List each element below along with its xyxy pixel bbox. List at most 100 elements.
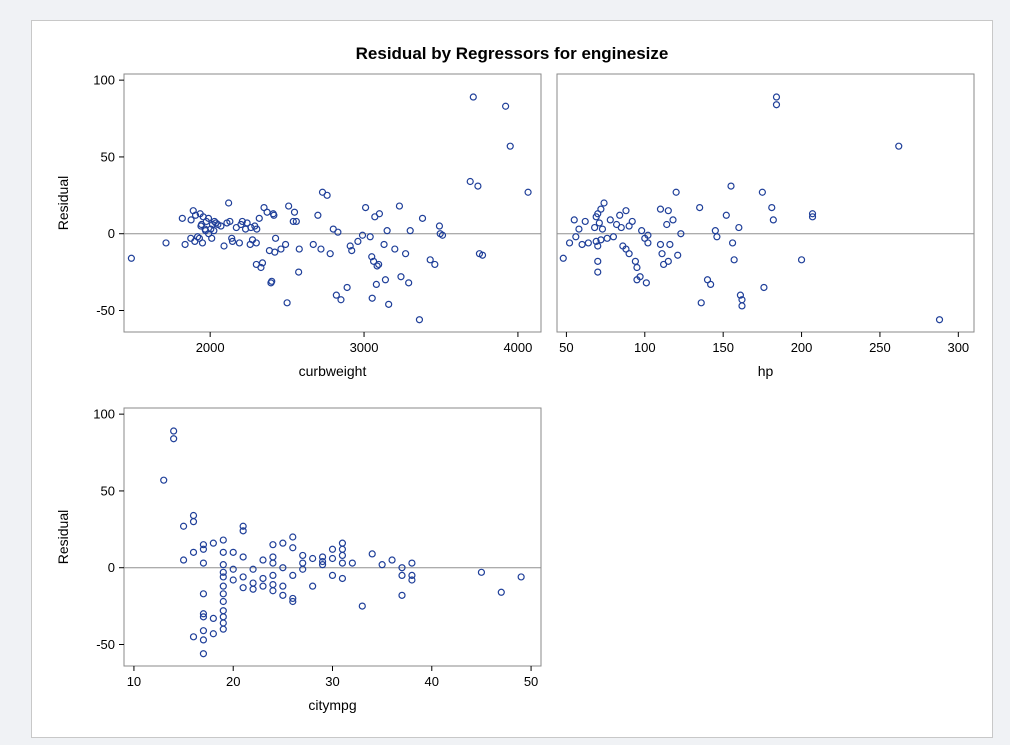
scatter-point <box>502 102 510 110</box>
scatter-point <box>474 182 482 190</box>
chart-title: Residual by Regressors for enginesize <box>356 44 669 63</box>
scatter-point <box>769 216 777 224</box>
scatter-point <box>594 257 602 265</box>
scatter-point <box>383 227 391 235</box>
scatter-point <box>674 251 682 259</box>
scatter-point <box>797 256 806 264</box>
scatter-point <box>378 561 386 569</box>
scatter-point <box>595 219 603 227</box>
panel-3: 10 20 30 40 50 -50 0 50 100 citympg Residual <box>55 407 542 713</box>
scatter-point <box>713 233 721 241</box>
scatter-point <box>277 245 285 253</box>
scatter-point <box>435 222 444 230</box>
scatter-point <box>271 234 280 242</box>
scatter-point <box>226 217 234 226</box>
scatter-point <box>238 217 246 226</box>
scatter-point <box>219 597 227 606</box>
scatter-point <box>343 283 351 292</box>
scatter-point <box>466 177 474 186</box>
scatter-point <box>338 545 347 553</box>
scatter-point <box>229 548 237 556</box>
scatter-point <box>735 223 743 232</box>
scatter-point <box>328 571 337 579</box>
scatter-point <box>295 268 303 276</box>
scatter-point <box>935 316 944 324</box>
plot-frame <box>123 407 542 667</box>
scatter-point <box>332 291 340 299</box>
scatter-point <box>628 217 636 226</box>
scatter-point <box>738 302 746 310</box>
scatter-point <box>198 239 207 247</box>
plot-frame <box>556 73 975 333</box>
scatter-point <box>669 216 677 224</box>
scatter-point <box>209 630 217 638</box>
scatter-point <box>162 239 170 247</box>
scatter-point <box>644 239 652 247</box>
scatter-point <box>328 545 337 553</box>
scatter-point <box>269 559 277 567</box>
scatter-point <box>229 565 237 573</box>
scatter-point <box>219 536 227 544</box>
scatter-point <box>289 217 297 226</box>
scatter-point <box>338 539 347 547</box>
x-tick-label: 3000 <box>350 340 379 355</box>
scatter-point <box>397 273 405 281</box>
scatter-point <box>380 240 388 249</box>
scatter-point <box>730 256 738 264</box>
scatter-point <box>253 225 261 233</box>
scatter-point <box>594 242 602 250</box>
scatter-point <box>760 283 768 292</box>
y-tick-label: 100 <box>93 73 115 88</box>
scatter-point <box>366 233 374 241</box>
scatter-point <box>249 579 257 587</box>
scatter-point <box>160 476 168 484</box>
scatter-point <box>219 573 227 581</box>
scatter-point <box>326 250 334 258</box>
scatter-point <box>181 240 189 249</box>
y-tick-label: 50 <box>101 149 115 164</box>
scatter-point <box>603 234 611 242</box>
scatter-point <box>318 557 327 566</box>
scatter-point <box>369 257 378 265</box>
y-tick-label: -50 <box>96 637 115 652</box>
scatter-point <box>219 548 227 556</box>
scatter-point <box>189 518 198 526</box>
scatter-point <box>631 257 639 265</box>
scatter-point <box>658 250 666 258</box>
scatter-point <box>594 268 602 276</box>
scatter-point <box>323 191 331 199</box>
scatter-point <box>281 240 290 249</box>
scatter-point <box>663 220 671 229</box>
scatter-point <box>229 576 237 584</box>
scatter-point <box>768 204 776 212</box>
x-tick-label: 100 <box>634 340 656 355</box>
scatter-point <box>263 208 271 216</box>
scatter-point <box>219 561 227 569</box>
scatter-point <box>578 240 586 249</box>
scatter-point <box>269 553 277 561</box>
scatter-point <box>219 590 227 598</box>
scatter-point <box>606 216 614 224</box>
scatter-point <box>722 211 730 219</box>
scatter-point <box>170 435 178 443</box>
scatter-point <box>385 300 393 308</box>
scatter-point <box>328 554 337 563</box>
scatter-point <box>418 214 427 222</box>
scatter-point <box>348 559 356 567</box>
x-tick-label: 40 <box>425 674 439 689</box>
scatter-point <box>642 279 650 287</box>
scatter-point <box>334 228 342 236</box>
scatter-point <box>199 650 208 658</box>
scatter-point <box>257 263 265 272</box>
scatter-point <box>388 556 396 564</box>
scatter-point <box>772 93 781 101</box>
y-tick-label: -50 <box>96 303 115 318</box>
scatter-point <box>477 568 486 576</box>
scatter-point <box>656 240 665 249</box>
scatter-point <box>217 222 225 230</box>
scatter-point <box>199 541 208 549</box>
scatter-point <box>193 233 202 241</box>
scatter-point <box>354 237 362 245</box>
scatter-point <box>219 568 227 576</box>
scatter-point <box>204 214 213 222</box>
